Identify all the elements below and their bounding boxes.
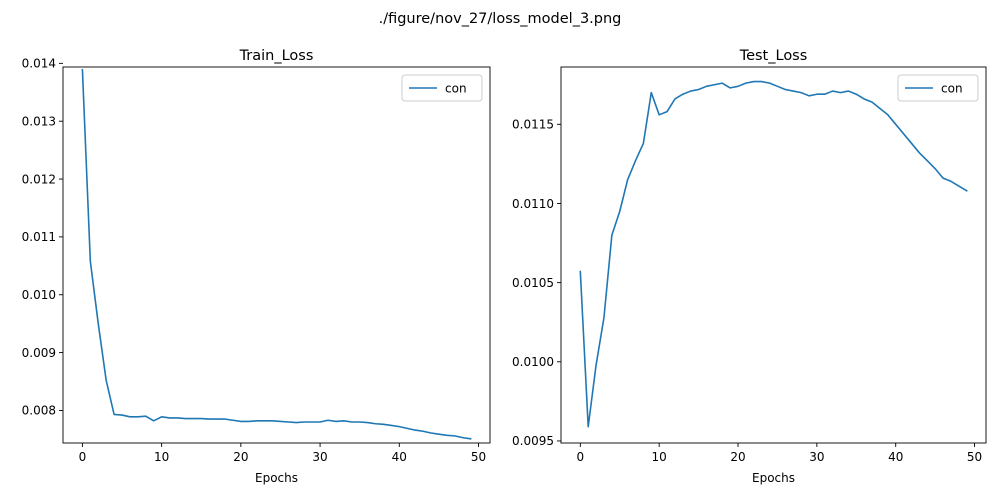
test-loss-ytick-label: 0.0100 xyxy=(512,355,554,369)
test-loss-xtick-label: 0 xyxy=(576,450,584,464)
train-loss-axes-frame xyxy=(62,66,491,444)
train-loss-xtick-label: 30 xyxy=(312,450,327,464)
train-loss-xtick-label: 10 xyxy=(154,450,169,464)
train-loss-title: Train_Loss xyxy=(239,48,314,64)
test-loss-ytick-label: 0.0095 xyxy=(512,434,554,448)
train-loss-ytick-label: 0.008 xyxy=(22,404,56,418)
test-loss-legend-box xyxy=(897,74,979,102)
figure-suptitle: ./figure/nov_27/loss_model_3.png xyxy=(379,11,622,27)
train-loss-xtick-label: 0 xyxy=(79,450,87,464)
test-loss-xtick-label: 20 xyxy=(730,450,745,464)
train-loss-xtick-label: 50 xyxy=(471,450,486,464)
test-loss-xtick-label: 10 xyxy=(652,450,667,464)
train-loss-legend-label: con xyxy=(445,81,467,95)
test-loss-series-line-0 xyxy=(579,80,968,428)
train-loss-ytick-label: 0.014 xyxy=(22,57,56,71)
train-loss-ytick-label: 0.012 xyxy=(22,172,56,186)
train-loss-ytick-label: 0.010 xyxy=(22,288,56,302)
train-loss-xlabel: Epochs xyxy=(255,471,298,485)
test-loss-subplot: Test_Loss Epochs 0 10 20 30 40 50 0.0095 0.0100… xyxy=(512,48,987,485)
test-loss-xlabel: Epochs xyxy=(752,471,795,485)
test-loss-axes-frame xyxy=(560,66,987,444)
test-loss-ytick-label: 0.0105 xyxy=(512,276,554,290)
train-loss-ytick-label: 0.009 xyxy=(22,346,56,360)
test-loss-ytick-label: 0.0110 xyxy=(512,197,554,211)
test-loss-title: Test_Loss xyxy=(739,48,808,64)
test-loss-ytick-label: 0.0115 xyxy=(512,118,554,132)
train-loss-xtick-label: 20 xyxy=(233,450,248,464)
test-loss-xtick-label: 50 xyxy=(967,450,982,464)
test-loss-xtick-label: 40 xyxy=(888,450,903,464)
train-loss-series-line-0 xyxy=(81,68,472,440)
train-loss-ytick-label: 0.013 xyxy=(22,115,56,129)
train-loss-ytick-label: 0.011 xyxy=(22,230,56,244)
train-loss-xtick-label: 40 xyxy=(392,450,407,464)
test-loss-xtick-label: 30 xyxy=(809,450,824,464)
test-loss-legend-label: con xyxy=(941,81,963,95)
train-loss-subplot: Train_Loss Epochs 0 10 20 30 40 50 0.008 0.009 0… xyxy=(22,48,491,485)
train-loss-legend-box xyxy=(401,74,483,102)
